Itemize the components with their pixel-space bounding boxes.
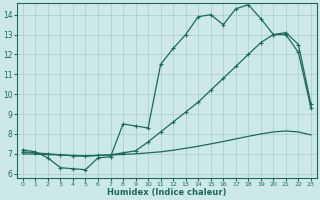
X-axis label: Humidex (Indice chaleur): Humidex (Indice chaleur) bbox=[107, 188, 227, 197]
